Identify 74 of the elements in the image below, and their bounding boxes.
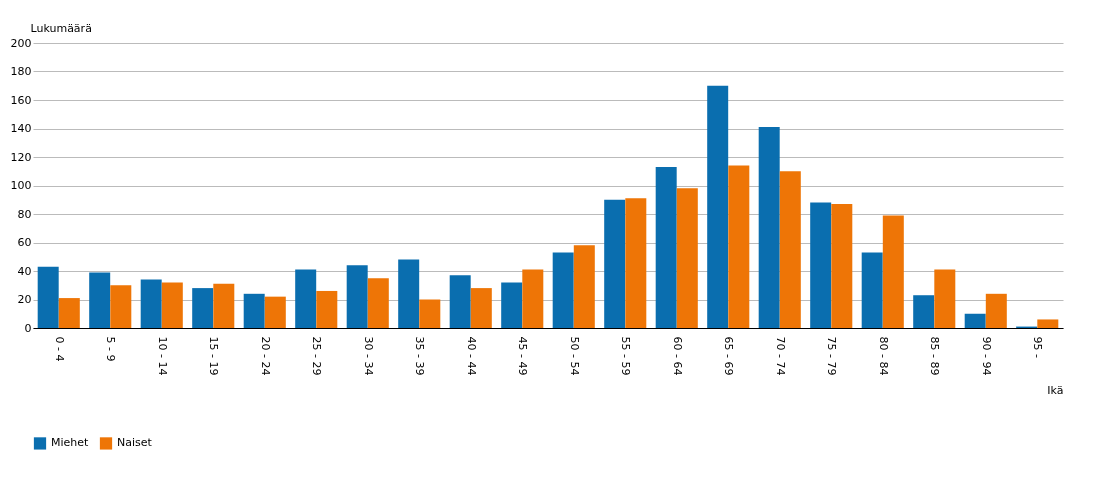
y-tick-label: 120 [10,150,32,164]
x-tick-label: 60 - 64 [670,336,684,376]
bar [419,299,441,328]
x-tick-label: 15 - 19 [207,336,221,376]
bar [449,275,471,328]
bar [810,202,832,328]
bar [676,188,698,328]
bar [110,285,132,328]
legend-label: Naiset [117,436,153,450]
bar [655,166,677,328]
bar [552,252,574,328]
bar [625,198,647,328]
x-tick-label: 70 - 74 [773,336,787,376]
bar [573,245,595,328]
x-tick-label: 75 - 79 [825,336,839,376]
x-tick-label: 35 - 39 [413,336,427,376]
x-tick-label: 50 - 54 [567,336,581,376]
y-tick-label: 180 [10,65,32,78]
y-tick-label: 0 [24,321,32,335]
bar [728,165,750,328]
bar [161,282,183,328]
bar [213,283,235,328]
x-tick-label: 25 - 29 [310,336,324,376]
bar [58,298,80,328]
legend-label: Miehet [51,436,90,450]
x-tick-label: 90 - 94 [979,336,993,376]
x-tick-label: 80 - 84 [876,336,890,376]
y-axis-title: Lukumäärä [30,21,92,35]
x-tick-label: 55 - 59 [619,336,633,376]
x-tick-label: 0 - 4 [52,336,66,362]
x-tick-label: 45 - 49 [516,336,530,376]
y-tick-label: 60 [17,236,32,249]
x-tick-label: 10 - 14 [155,336,169,376]
bar [367,278,389,328]
bar [470,288,492,328]
x-tick-label: 95 - [1031,336,1045,358]
bar [140,279,162,328]
bar [985,293,1007,328]
bar [707,85,729,328]
bar [882,215,904,328]
x-axis-title: Ikä [1047,384,1064,398]
y-tick-label: 160 [10,93,32,107]
bar [192,288,214,328]
y-tick-label: 100 [10,179,32,192]
bar [398,259,420,328]
y-tick-label: 80 [17,207,32,221]
bar [861,252,883,328]
bar [316,290,338,328]
y-tick-label: 200 [10,36,32,50]
bar [501,282,523,328]
bar [934,269,956,328]
x-tick-label: 5 - 9 [104,336,118,362]
bar [913,295,935,328]
bar [295,269,317,328]
bar [1037,319,1059,328]
bar [243,293,265,328]
y-tick-label: 20 [17,293,32,306]
bar [758,127,780,328]
bar [604,199,626,328]
bar [89,272,111,328]
y-tick-label: 140 [10,122,32,135]
x-tick-label: 30 - 34 [361,336,375,376]
x-tick-label: 40 - 44 [464,336,478,376]
x-tick-label: 65 - 69 [722,336,736,376]
bar [522,269,544,328]
bar [37,266,59,328]
x-tick-label: 20 - 24 [258,336,272,376]
bar [264,296,286,328]
y-tick-label: 40 [17,264,32,278]
x-tick-label: 85 - 89 [928,336,942,376]
bar [346,265,368,328]
bar [964,313,986,328]
bar [831,204,853,328]
bar [779,171,801,328]
